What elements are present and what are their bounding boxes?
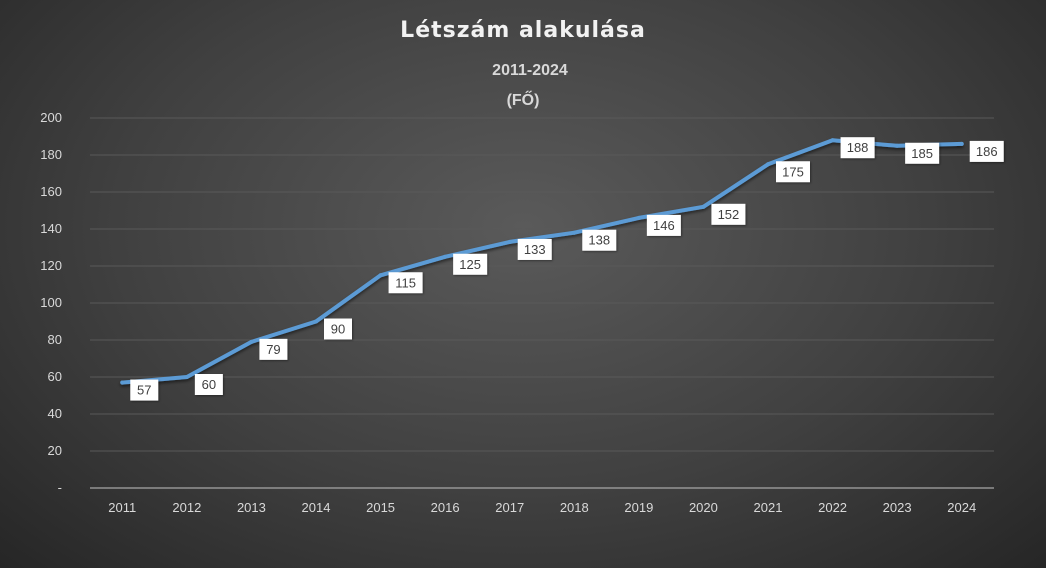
data-label-text: 175 — [782, 164, 804, 179]
series-line — [120, 138, 964, 385]
data-label-text: 186 — [976, 144, 998, 159]
y-tick-label: 40 — [48, 406, 62, 421]
data-label-box — [259, 338, 288, 360]
data-label-text: 125 — [459, 257, 481, 272]
data-label-text: 79 — [266, 342, 280, 357]
x-tick-label: 2013 — [237, 500, 266, 515]
y-tick-label: 60 — [48, 369, 62, 384]
data-point — [314, 319, 318, 324]
data-point — [572, 230, 577, 235]
y-tick-label: 200 — [40, 110, 62, 125]
y-tick-label: 20 — [48, 443, 62, 458]
data-label-text: 146 — [653, 218, 675, 233]
data-label-text: 57 — [137, 383, 151, 398]
data-point — [249, 339, 254, 344]
x-tick-label: 2016 — [431, 500, 460, 515]
data-label-box — [776, 161, 810, 183]
data-label-text: 115 — [395, 275, 416, 290]
data-label: 186 — [969, 140, 1004, 162]
x-tick-label: 2020 — [689, 500, 718, 515]
data-point — [184, 375, 189, 379]
data-label-text: 188 — [847, 140, 869, 155]
y-tick-label: 180 — [40, 147, 62, 162]
y-tick-label: - — [58, 480, 62, 495]
data-point — [701, 204, 706, 209]
data-label-box — [194, 374, 223, 395]
data-label-box — [969, 140, 1004, 162]
x-tick-label: 2021 — [754, 500, 783, 515]
data-label: 57 — [130, 379, 159, 401]
data-label: 60 — [194, 374, 223, 395]
data-label-box — [130, 379, 159, 401]
data-label: 185 — [905, 142, 940, 164]
data-label-box — [388, 272, 423, 294]
data-point — [895, 143, 900, 148]
data-point — [830, 138, 835, 143]
data-label: 152 — [711, 203, 746, 225]
x-tick-label: 2015 — [366, 500, 395, 515]
data-label-box — [324, 318, 352, 340]
data-point — [507, 239, 512, 244]
y-tick-label: 80 — [48, 332, 62, 347]
data-label-text: 185 — [911, 146, 933, 161]
x-tick-label: 2011 — [108, 500, 136, 515]
data-label-text: 138 — [588, 233, 610, 248]
data-label-box — [711, 203, 746, 225]
data-label: 79 — [259, 338, 288, 360]
y-tick-label: 120 — [40, 258, 62, 273]
data-point — [766, 162, 770, 167]
x-tick-label: 2014 — [302, 500, 331, 515]
data-label-box — [517, 238, 552, 260]
gridlines — [90, 117, 994, 452]
data-label: 115 — [388, 272, 423, 294]
data-label: 125 — [453, 253, 488, 275]
x-tick-label: 2024 — [947, 500, 976, 515]
x-tick-label: 2023 — [883, 500, 912, 515]
x-tick-label: 2012 — [172, 500, 201, 515]
data-label: 133 — [517, 238, 552, 260]
data-label: 138 — [582, 229, 617, 251]
data-label-box — [646, 214, 681, 236]
x-tick-label: 2022 — [818, 500, 847, 515]
y-tick-label: 140 — [40, 221, 62, 236]
data-label: 90 — [324, 318, 352, 340]
axes: - 20 40 60 80 100 120 140 160 180 200 2011 2012 2013 2… — [40, 110, 994, 515]
data-label-box — [582, 229, 617, 251]
y-tick-label: 100 — [40, 295, 62, 310]
chart-subtitle-unit: (FŐ) — [507, 90, 540, 109]
data-label-text: 90 — [331, 322, 345, 337]
data-labels: 57 60 79 90 115 125 133 138 146 152 175 188 185 186 — [130, 137, 1004, 401]
y-tick-label: 160 — [40, 184, 62, 199]
data-label-text: 60 — [202, 377, 216, 392]
data-label-text: 152 — [718, 207, 740, 222]
data-label-box — [905, 142, 940, 164]
data-point — [959, 141, 964, 146]
x-tick-label: 2019 — [624, 500, 653, 515]
data-label-box — [840, 137, 875, 159]
data-label-text: 133 — [524, 242, 546, 257]
x-tick-label: 2018 — [560, 500, 589, 515]
chart-subtitle-years: 2011-2024 — [492, 62, 568, 79]
data-point — [378, 273, 383, 278]
data-label: 188 — [840, 137, 875, 159]
data-label: 146 — [646, 214, 681, 236]
x-tick-label: 2017 — [495, 500, 524, 515]
data-point — [636, 215, 641, 220]
data-point — [120, 380, 125, 385]
series-line-group — [120, 138, 964, 385]
chart-title: Létszám alakulása — [400, 18, 646, 43]
data-point — [443, 254, 448, 259]
data-label-box — [453, 253, 488, 275]
data-label: 175 — [776, 161, 810, 183]
